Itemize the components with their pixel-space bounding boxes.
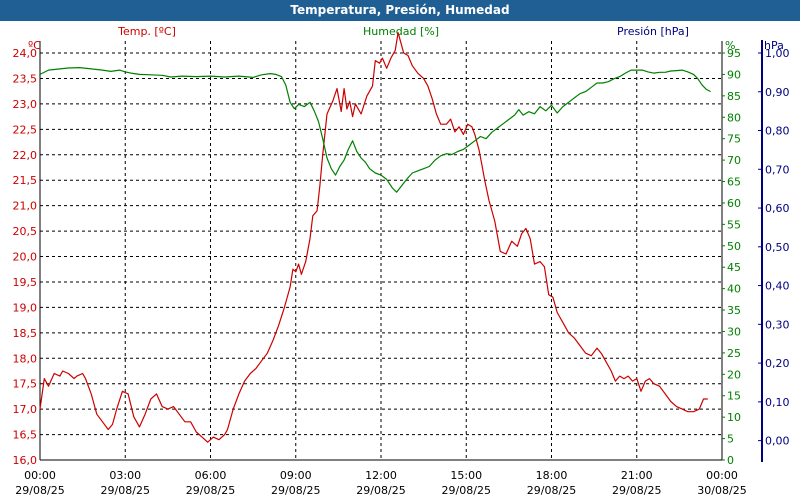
pressure-tick-label: 0,60 (765, 202, 790, 215)
x-tick-time: 09:00 (280, 469, 312, 482)
humidity-tick-label: 55 (727, 218, 741, 231)
pressure-unit-label: hPa (764, 39, 784, 52)
humidity-tick-label: 15 (727, 390, 741, 403)
x-tick-time: 00:00 (24, 469, 56, 482)
x-tick-time: 15:00 (450, 469, 482, 482)
x-tick-time: 21:00 (621, 469, 653, 482)
humidity-tick-label: 70 (727, 154, 741, 167)
temperature-tick-label: 19,5 (13, 276, 38, 289)
humidity-tick-label: 20 (727, 368, 741, 381)
temperature-axis-ticks: 16,0 16,5 17,0 17,5 18,0 18,5 19,0 19,5 20,0 20,5… (13, 47, 38, 467)
temperature-tick-label: 23,0 (13, 98, 38, 111)
temperature-axis-label: Temp. [ºC] (117, 25, 176, 38)
temperature-tick-label: 18,0 (13, 352, 38, 365)
humidity-tick-label: 35 (727, 304, 741, 317)
pressure-axis-ticks: 0,00 0,10 0,20 0,30 0,40 0,50 0,60 0,70 0,80 0,90… (758, 47, 790, 448)
x-tick-date: 30/08/25 (697, 484, 746, 497)
x-tick-time: 03:00 (109, 469, 141, 482)
x-tick-time: 06:00 (195, 469, 227, 482)
pressure-axis-label: Presión [hPa] (617, 25, 689, 38)
x-tick-date: 29/08/25 (101, 484, 150, 497)
pressure-tick-label: 0,40 (765, 280, 790, 293)
temperature-tick-label: 22,0 (13, 149, 38, 162)
humidity-tick-label: 95 (727, 47, 741, 60)
temperature-tick-label: 17,5 (13, 378, 38, 391)
chart-title: Temperatura, Presión, Humedad (0, 0, 800, 21)
x-axis-ticks: 00:00 29/08/25 03:00 29/08/25 06:00 29/08/25 0… (15, 469, 746, 497)
pressure-tick-label: 0,50 (765, 241, 790, 254)
humidity-tick-label: 65 (727, 176, 741, 189)
temperature-unit-label: ºC (28, 39, 41, 52)
pressure-tick-label: 1,00 (765, 47, 790, 60)
x-tick-date: 29/08/25 (612, 484, 661, 497)
humidity-tick-label: 85 (727, 90, 741, 103)
humidity-tick-label: 0 (727, 454, 734, 467)
temperature-tick-label: 19,0 (13, 301, 38, 314)
humidity-axis-label: Humedad [%] (363, 25, 439, 38)
humidity-tick-label: 60 (727, 197, 741, 210)
temperature-tick-label: 24,0 (13, 47, 38, 60)
grid (39, 41, 723, 461)
humidity-tick-label: 5 (727, 433, 734, 446)
pressure-tick-label: 0,10 (765, 396, 790, 409)
humidity-tick-label: 50 (727, 240, 741, 253)
temperature-tick-label: 21,0 (13, 200, 38, 213)
series-layer (39, 32, 711, 443)
humidity-series-line (39, 66, 711, 193)
humidity-tick-label: 45 (727, 261, 741, 274)
humidity-tick-label: 40 (727, 283, 741, 296)
humidity-tick-label: 75 (727, 133, 741, 146)
humidity-tick-label: 10 (727, 411, 741, 424)
x-tick-date: 29/08/25 (15, 484, 64, 497)
temperature-tick-label: 16,0 (13, 454, 38, 467)
temperature-tick-label: 21,5 (13, 174, 38, 187)
pressure-tick-label: 0,20 (765, 357, 790, 370)
humidity-tick-label: 30 (727, 325, 741, 338)
pressure-tick-label: 0,70 (765, 163, 790, 176)
x-tick-date: 29/08/25 (527, 484, 576, 497)
temperature-tick-label: 20,5 (13, 225, 38, 238)
temperature-tick-label: 23,5 (13, 72, 38, 85)
temperature-tick-label: 18,5 (13, 327, 38, 340)
temperature-tick-label: 20,0 (13, 251, 38, 264)
humidity-tick-label: 25 (727, 347, 741, 360)
temperature-tick-label: 22,5 (13, 123, 38, 136)
humidity-axis-ticks: 0 5 10 15 20 25 30 35 40 45 50 55 60 65 70 75 80 85 90 95 (722, 47, 741, 467)
temperature-tick-label: 16,5 (13, 429, 38, 442)
x-tick-date: 29/08/25 (271, 484, 320, 497)
pressure-tick-label: 0,90 (765, 86, 790, 99)
humidity-tick-label: 90 (727, 68, 741, 81)
pressure-tick-label: 0,30 (765, 318, 790, 331)
x-tick-time: 12:00 (365, 469, 397, 482)
x-tick-date: 29/08/25 (356, 484, 405, 497)
humidity-tick-label: 80 (727, 111, 741, 124)
x-tick-date: 29/08/25 (186, 484, 235, 497)
x-tick-time: 00:00 (706, 469, 738, 482)
humidity-unit-label: % (725, 39, 735, 52)
temperature-tick-label: 17,0 (13, 403, 38, 416)
temperature-series-line (39, 32, 708, 443)
x-tick-date: 29/08/25 (442, 484, 491, 497)
pressure-tick-label: 0,00 (765, 435, 790, 448)
x-tick-time: 18:00 (536, 469, 568, 482)
pressure-tick-label: 0,80 (765, 125, 790, 138)
